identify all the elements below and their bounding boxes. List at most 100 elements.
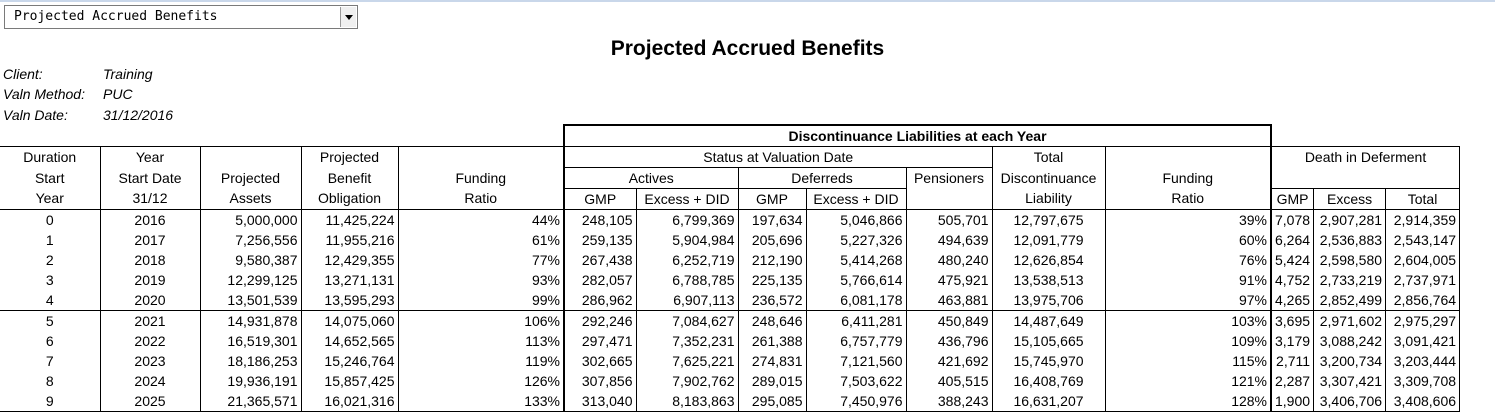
death-gmp-cell: 1,900 (1270, 391, 1314, 412)
meta-method-label: Valn Method: (3, 86, 85, 102)
deferreds-header: Deferreds (737, 167, 906, 189)
header-row-2: Duration Year Projected Status at Valuat… (0, 146, 1461, 168)
deferreds-excess-did-cell: 5,766,614 (805, 270, 906, 290)
death-gmp-cell: 3,695 (1270, 310, 1314, 331)
actives-excess-did-cell: 6,252,719 (635, 250, 738, 270)
projected-benefit-cell: 14,652,565 (300, 331, 398, 351)
total-discontinuance-cell: 12,091,779 (991, 230, 1105, 250)
projected-assets-cell: 13,501,539 (199, 290, 301, 311)
assets-header-1: Projected (199, 167, 301, 189)
total-discontinuance-cell: 13,538,513 (991, 270, 1105, 290)
deferreds-gmp-cell: 197,634 (737, 209, 806, 230)
duration-header-2: Start (34, 169, 65, 186)
funding-ratio-cell: 61% (397, 230, 564, 250)
table-row: 6 2022 16,519,301 14,652,565 113% 297,471 7,35… (0, 331, 1461, 351)
table-row: 4 2020 13,501,539 13,595,293 99% 286,962 6,907… (0, 290, 1461, 311)
benefits-table: Discontinuance Liabilities at each Year … (0, 124, 1461, 412)
actives-excess-did-cell: 6,799,369 (635, 209, 738, 230)
funding-ratio-2-cell: 109% (1104, 331, 1272, 351)
actives-excess-did-cell: 7,352,231 (635, 331, 738, 351)
funding-ratio-cell: 126% (397, 371, 564, 391)
actives-gmp-cell: 267,438 (563, 250, 636, 270)
meta-client-value: Training (103, 66, 153, 82)
funding-ratio-cell: 93% (397, 270, 564, 290)
projected-assets-cell: 7,256,556 (199, 230, 301, 250)
actives-gmp-cell: 282,057 (563, 270, 636, 290)
deferreds-gmp-cell: 261,388 (737, 331, 806, 351)
actives-gmp-cell: 302,665 (563, 351, 636, 371)
death-excess-cell: 2,907,281 (1313, 209, 1386, 230)
duration-cell: 4 (45, 291, 54, 308)
pensioners-cell: 388,243 (905, 391, 992, 412)
funding-ratio-2-cell: 60% (1104, 230, 1272, 250)
deferreds-gmp-cell: 295,085 (737, 391, 806, 412)
duration-cell: 6 (45, 332, 54, 349)
death-gmp-cell: 7,078 (1270, 209, 1314, 230)
actives-excess-did-cell: 8,183,863 (635, 391, 738, 412)
death-gmp-cell: 5,424 (1270, 250, 1314, 270)
total-discontinuance-cell: 12,626,854 (991, 250, 1105, 270)
report-select-value: Projected Accrued Benefits (14, 9, 218, 24)
death-gmp-cell: 3,179 (1270, 331, 1314, 351)
year-cell: 2024 (99, 371, 200, 391)
year-cell: 2019 (99, 270, 200, 290)
pensioners-cell: 421,692 (905, 351, 992, 371)
actives-excess-did-cell: 6,788,785 (635, 270, 738, 290)
year-cell: 2020 (99, 290, 200, 311)
total-disc-header-3: Liability (991, 188, 1105, 210)
actives-excess-did-cell: 7,902,762 (635, 371, 738, 391)
header-row-4: Year 31/12 Assets Obligation Ratio GMP E… (0, 188, 1461, 210)
pensioners-cell: 475,921 (905, 270, 992, 290)
table-row: 2 2018 9,580,387 12,429,355 77% 267,438 6,252,… (0, 250, 1461, 270)
death-gmp-cell: 2,711 (1270, 351, 1314, 371)
table-body: 0 2016 5,000,000 11,425,224 44% 248,105 6,799,… (0, 209, 1461, 412)
actives-gmp-cell: 248,105 (563, 209, 636, 230)
funding-ratio-cell: 77% (397, 250, 564, 270)
duration-header-1: Duration (0, 146, 100, 168)
death-gmp-cell: 4,265 (1270, 290, 1314, 311)
projected-benefit-cell: 14,075,060 (300, 310, 398, 331)
death-gmp-cell: 2,287 (1270, 371, 1314, 391)
table-row: 7 2023 18,186,253 15,246,764 119% 302,665 7,62… (0, 351, 1461, 371)
meta-method-value: PUC (103, 86, 133, 102)
death-excess-cell: 2,852,499 (1313, 290, 1386, 311)
deferreds-gmp-cell: 248,646 (737, 310, 806, 331)
death-gmp-cell: 4,752 (1270, 270, 1314, 290)
funding-ratio-cell: 119% (397, 351, 564, 371)
duration-cell: 7 (45, 352, 54, 369)
year-cell: 2018 (99, 250, 200, 270)
funding-ratio-2-cell: 76% (1104, 250, 1272, 270)
report-select[interactable]: Projected Accrued Benefits (4, 5, 358, 29)
death-excess-cell: 2,971,602 (1313, 310, 1386, 331)
deferreds-excess-did-cell: 5,414,268 (805, 250, 906, 270)
death-total-cell: 2,975,297 (1385, 310, 1461, 331)
funding-ratio-2-cell: 103% (1104, 310, 1272, 331)
funding-ratio-2-cell: 115% (1104, 351, 1272, 371)
header-row-3: Start Start Date Projected Benefit Fundi… (0, 167, 1461, 189)
pensioners-cell: 450,849 (905, 310, 992, 331)
table-row: 9 2025 21,365,571 16,021,316 133% 313,040 8,18… (0, 391, 1461, 412)
duration-cell: 5 (0, 310, 100, 331)
pensioners-header: Pensioners (905, 167, 992, 189)
year-header-2: Start Date (99, 167, 200, 189)
deferreds-excess-did-cell: 7,503,622 (805, 371, 906, 391)
death-gmp-header: GMP (1270, 188, 1314, 210)
projected-benefit-cell: 13,595,293 (300, 290, 398, 311)
death-total-cell: 3,203,444 (1385, 351, 1461, 371)
total-discontinuance-cell: 16,408,769 (991, 371, 1105, 391)
funding-ratio-cell: 99% (397, 290, 564, 311)
death-total-header: Total (1385, 188, 1461, 210)
pensioners-cell: 463,881 (905, 290, 992, 311)
actives-gmp-cell: 292,246 (563, 310, 636, 331)
death-excess-cell: 3,307,421 (1313, 371, 1386, 391)
header-row-1: Discontinuance Liabilities at each Year (0, 124, 1460, 147)
year-header-3: 31/12 (99, 188, 200, 210)
meta-date-label: Valn Date: (3, 107, 68, 123)
deferreds-gmp-cell: 274,831 (737, 351, 806, 371)
death-excess-cell: 3,406,706 (1313, 391, 1386, 412)
table-row: 3 2019 12,299,125 13,271,131 93% 282,057 6,788… (0, 270, 1461, 290)
chevron-down-icon[interactable] (340, 7, 356, 27)
status-header: Status at Valuation Date (563, 146, 992, 168)
year-cell: 2021 (99, 310, 200, 331)
projected-assets-cell: 12,299,125 (199, 270, 301, 290)
